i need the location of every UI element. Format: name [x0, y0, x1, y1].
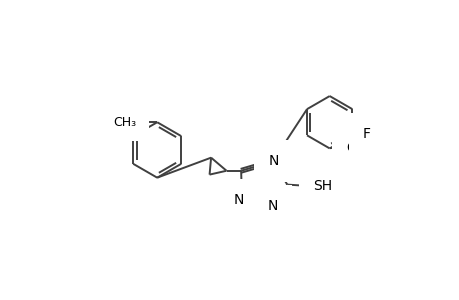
- Text: CH₃: CH₃: [113, 116, 136, 129]
- Text: SH: SH: [313, 179, 331, 193]
- Text: N: N: [268, 154, 278, 168]
- Text: N: N: [233, 193, 243, 207]
- Text: F: F: [362, 127, 370, 141]
- Text: N: N: [267, 199, 277, 213]
- Text: Cl: Cl: [345, 141, 359, 155]
